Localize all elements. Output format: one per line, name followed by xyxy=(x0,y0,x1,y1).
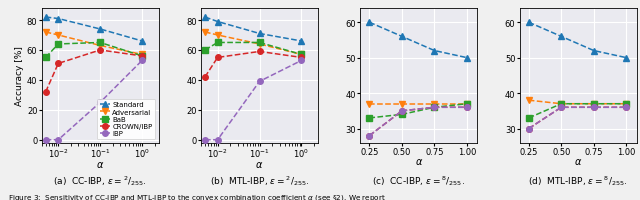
X-axis label: $\alpha$: $\alpha$ xyxy=(255,159,264,169)
Y-axis label: Accuracy [%]: Accuracy [%] xyxy=(15,46,24,106)
Text: (a)  CC-IBP, $\epsilon = {}^{2}/{}_{255}$.: (a) CC-IBP, $\epsilon = {}^{2}/{}_{255}$… xyxy=(53,173,147,187)
Text: (b)  MTL-IBP, $\epsilon = {}^{2}/{}_{255}$.: (b) MTL-IBP, $\epsilon = {}^{2}/{}_{255}… xyxy=(210,173,309,187)
X-axis label: $\alpha$: $\alpha$ xyxy=(415,156,423,166)
X-axis label: $\alpha$: $\alpha$ xyxy=(96,159,104,169)
Legend: Standard, Adversarial, BaB, CROWN/IBP, IBP: Standard, Adversarial, BaB, CROWN/IBP, I… xyxy=(97,99,156,140)
Text: (d)  MTL-IBP, $\epsilon = {}^{8}/{}_{255}$.: (d) MTL-IBP, $\epsilon = {}^{8}/{}_{255}… xyxy=(529,173,628,187)
Text: Figure 3:  Sensitivity of CC-IBP and MTL-IBP to the convex combination coefficie: Figure 3: Sensitivity of CC-IBP and MTL-… xyxy=(8,192,386,200)
X-axis label: $\alpha$: $\alpha$ xyxy=(574,156,582,166)
Text: (c)  CC-IBP, $\epsilon = {}^{8}/{}_{255}$.: (c) CC-IBP, $\epsilon = {}^{8}/{}_{255}$… xyxy=(372,173,465,187)
